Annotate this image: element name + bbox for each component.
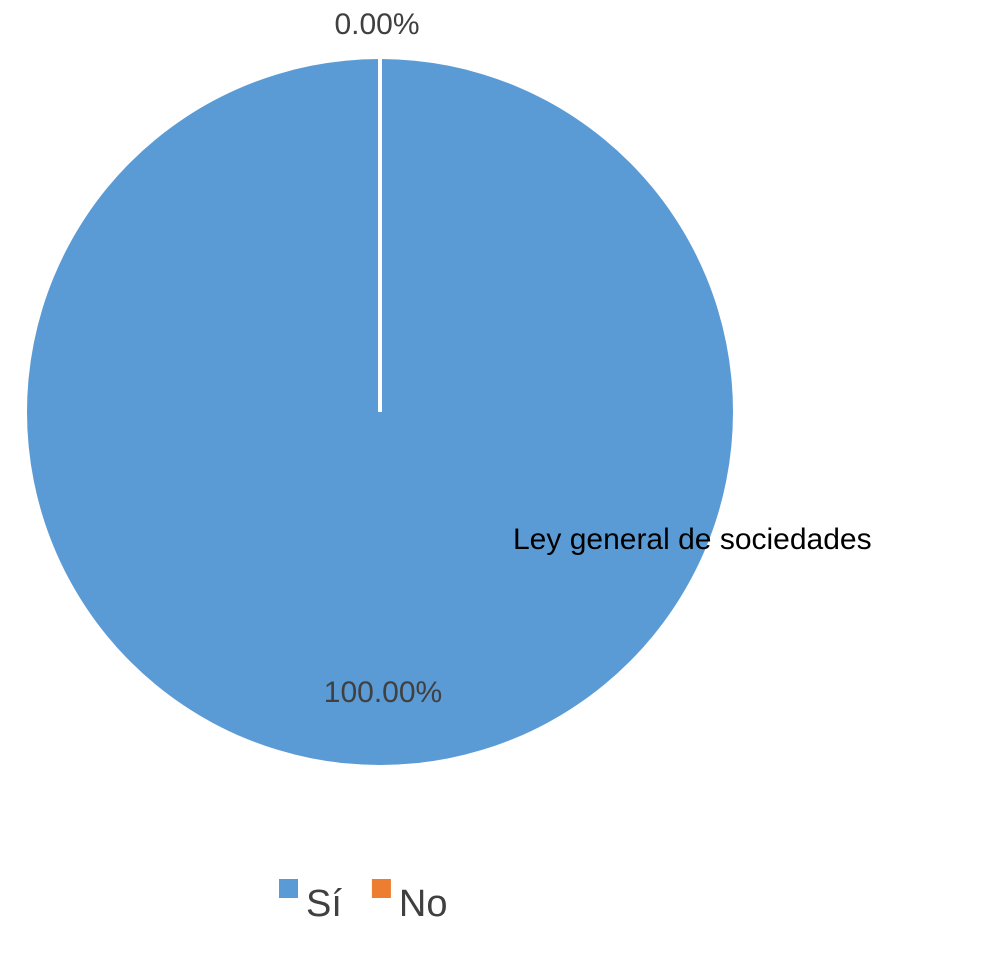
legend-label-si: Sí (306, 883, 342, 925)
pie-slices (27, 59, 733, 765)
chart-annotation: Ley general de sociedades (513, 523, 872, 556)
legend: Sí No (279, 879, 447, 925)
data-label-no: 0.00% (334, 8, 419, 41)
legend-label-no: No (399, 883, 448, 925)
legend-swatch-si (279, 879, 298, 898)
data-label-si: 100.00% (324, 676, 442, 709)
pie-data-labels: 100.00% 0.00% (324, 8, 442, 709)
legend-swatch-no (371, 879, 391, 898)
